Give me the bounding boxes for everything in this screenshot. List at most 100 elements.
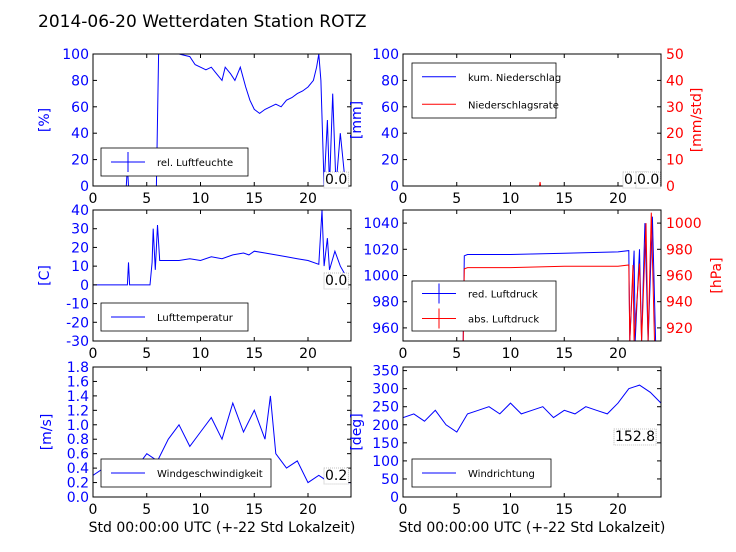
y-tick-label: 0.8	[67, 432, 89, 448]
x-tick-label: 0	[399, 346, 408, 362]
x-tick-label: 20	[609, 191, 627, 207]
x-tick-label: 20	[299, 191, 317, 207]
legend: red. Luftdruck abs. Luftdruck	[411, 280, 557, 332]
legend-entry: rel. Luftfeuchte	[157, 158, 233, 169]
x-tick-label: 15	[555, 502, 573, 518]
series-line-precip-1	[403, 181, 661, 186]
chart-wind-speed: 0 5 10 15 200.00.20.40.60.81.01.21.41.61.8[m…	[39, 360, 355, 536]
y2-tick-label: 10	[666, 153, 684, 169]
last-value-box	[323, 171, 349, 189]
series-line-humidity-0	[93, 54, 347, 186]
legend: kum. Niederschlag Niederschlagsrate	[411, 62, 561, 119]
axes-frame	[92, 209, 352, 342]
y-tick-label: 40	[71, 203, 89, 219]
y-axis-label: [m/s]	[39, 414, 55, 451]
y2-tick-label: 0	[666, 179, 675, 195]
x-tick-label: 5	[452, 346, 461, 362]
last-value-secondary-box	[635, 171, 661, 189]
x-tick-label: 15	[245, 502, 263, 518]
y-tick-label: 20	[71, 240, 89, 256]
x-tick-label: 5	[142, 502, 151, 518]
y-tick-label: 0	[390, 179, 399, 195]
axes-frame	[402, 366, 662, 498]
y-tick-label: 150	[372, 436, 399, 452]
axes-frame	[402, 53, 662, 187]
y-tick-label: 1020	[363, 242, 399, 258]
y-axis-label: [%]	[37, 108, 53, 132]
figure-title: 2014-06-20 Wetterdaten Station ROTZ	[38, 12, 367, 32]
y-tick-label: 1.8	[67, 360, 89, 376]
y-tick-label: 200	[372, 418, 399, 434]
x-tick-label: 0	[399, 191, 408, 207]
y2-axis-label: [mm/std]	[689, 88, 705, 153]
y2-tick-label: 30	[666, 100, 684, 116]
y-tick-label: 980	[372, 295, 399, 311]
x-axis-label: Std 00:00:00 UTC (+-22 Std Lokalzeit)	[89, 520, 356, 536]
legend-entry: Niederschlagsrate	[468, 100, 559, 111]
y-tick-label: 1.0	[67, 418, 89, 434]
y-axis-label: [C]	[37, 265, 53, 286]
x-tick-label: 20	[609, 502, 627, 518]
x-tick-label: 5	[452, 191, 461, 207]
last-value: 152.8	[615, 429, 655, 445]
y-tick-label: 50	[381, 472, 399, 488]
x-tick-label: 5	[142, 346, 151, 362]
y-tick-label: 100	[372, 47, 399, 63]
y2-axis-label: [hPa]	[709, 257, 725, 293]
y-tick-label: 350	[372, 364, 399, 380]
y2-tick-label: 40	[666, 73, 684, 89]
y2-tick-label: 980	[666, 242, 693, 258]
chart-pressure: 0 5 10 15 20 960 980 1000 1020 1040 920 940 960 980 10…	[363, 209, 725, 362]
last-value-box	[323, 467, 349, 485]
y-tick-label: 100	[372, 454, 399, 470]
axes-frame	[92, 366, 352, 498]
legend-entry: kum. Niederschlag	[468, 73, 561, 84]
x-tick-label: 10	[192, 191, 210, 207]
y-tick-label: 80	[381, 73, 399, 89]
legend: Windrichtung	[411, 458, 552, 488]
y-tick-label: 0.2	[67, 476, 89, 492]
y-tick-label: 0	[390, 490, 399, 506]
legend: Lufttemperatur	[100, 302, 249, 332]
y2-tick-label: 940	[666, 295, 693, 311]
y-tick-label: -10	[66, 297, 89, 313]
y-tick-label: 60	[71, 100, 89, 116]
x-tick-label: 15	[555, 191, 573, 207]
legend-box	[411, 280, 557, 332]
x-tick-label: 0	[89, 502, 98, 518]
chart-precip: 0 5 10 15 20 0 20 40 60 80 100 0 10 20 30 40 50 [mm] [mm/s…	[349, 47, 705, 207]
y-tick-label: 1.4	[67, 389, 89, 405]
y-tick-label: 0	[80, 179, 89, 195]
chart-temperature: 0 5 10 15 20 -30 -20 -10 0 10 20 30 40 [C] Lufttempera…	[37, 203, 352, 362]
y2-tick-label: 50	[666, 47, 684, 63]
y2-tick-label: 20	[666, 126, 684, 142]
x-tick-label: 10	[192, 502, 210, 518]
axes-frame	[92, 53, 352, 187]
x-tick-label: 15	[555, 346, 573, 362]
y-tick-label: 960	[372, 321, 399, 337]
y-tick-label: 100	[62, 47, 89, 63]
x-tick-label: 10	[502, 346, 520, 362]
series-line-temperature-0	[93, 210, 347, 286]
y-tick-label: 10	[71, 259, 89, 275]
x-tick-label: 5	[452, 502, 461, 518]
last-value-box	[323, 272, 349, 290]
x-tick-label: 10	[502, 191, 520, 207]
x-tick-label: 20	[609, 346, 627, 362]
y-tick-label: 250	[372, 400, 399, 416]
x-tick-label: 0	[89, 346, 98, 362]
last-value: 0.0	[325, 172, 347, 188]
x-tick-label: 10	[502, 502, 520, 518]
x-tick-label: 5	[142, 191, 151, 207]
x-tick-label: 20	[299, 502, 317, 518]
last-value-box	[613, 428, 657, 446]
y-axis-label: [mm]	[349, 101, 365, 139]
y-tick-label: 0.4	[67, 461, 89, 477]
legend-entry: abs. Luftdruck	[468, 315, 539, 326]
x-tick-label: 15	[245, 346, 263, 362]
x-tick-label: 15	[245, 191, 263, 207]
legend-box	[411, 62, 557, 119]
x-tick-label: 0	[89, 191, 98, 207]
y-tick-label: 1.2	[67, 403, 89, 419]
